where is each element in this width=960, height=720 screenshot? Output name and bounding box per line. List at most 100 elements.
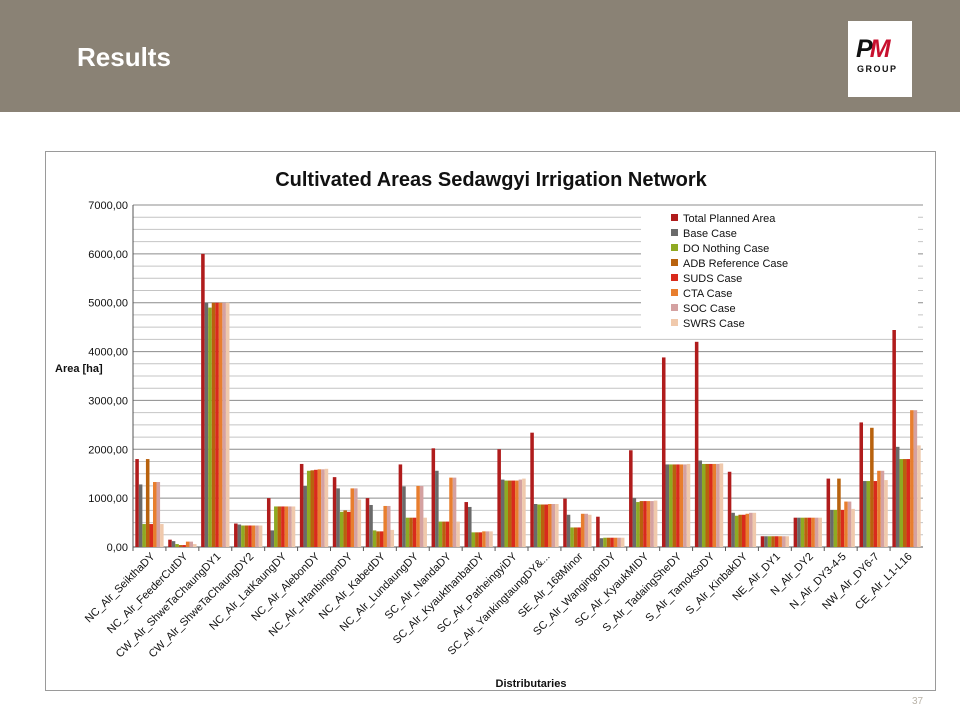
- bar: [142, 524, 146, 547]
- bar: [464, 502, 469, 547]
- bar: [661, 357, 666, 547]
- legend-label: DO Nothing Case: [683, 243, 769, 255]
- bar: [606, 537, 611, 547]
- bar: [339, 511, 344, 547]
- bar: [913, 410, 918, 547]
- legend-swatch: [671, 244, 678, 251]
- bar: [354, 488, 358, 547]
- bar: [310, 470, 315, 547]
- bar: [811, 517, 815, 547]
- chart-frame: Cultivated Areas Sedawgyi Irrigation Net…: [45, 151, 936, 691]
- bar: [475, 532, 479, 547]
- bar: [587, 514, 592, 547]
- bar: [906, 459, 911, 547]
- bar: [504, 480, 509, 547]
- bar: [617, 537, 621, 547]
- bar: [291, 506, 296, 547]
- bar: [452, 477, 457, 547]
- bar: [201, 253, 205, 547]
- bar: [222, 302, 226, 547]
- bar: [596, 516, 600, 547]
- bar: [449, 477, 453, 547]
- bar: [175, 544, 179, 547]
- bar: [442, 521, 446, 547]
- bar: [423, 517, 427, 547]
- bar: [636, 502, 640, 547]
- bar: [244, 525, 249, 547]
- bar: [306, 470, 311, 547]
- bar: [807, 517, 812, 547]
- bar: [152, 482, 157, 547]
- page-number: 37: [912, 696, 924, 707]
- bar: [478, 532, 483, 547]
- bar: [859, 422, 864, 547]
- bar: [215, 302, 219, 547]
- bar: [639, 501, 644, 547]
- bar: [833, 509, 838, 547]
- bar: [248, 525, 252, 547]
- bar: [830, 509, 834, 547]
- bar: [255, 525, 259, 547]
- bar: [182, 545, 186, 547]
- bar: [468, 506, 472, 547]
- bar: [580, 513, 585, 547]
- bar: [826, 478, 831, 547]
- bars: [135, 253, 921, 547]
- bar: [456, 521, 460, 547]
- legend-label: CTA Case: [683, 288, 732, 300]
- bar: [785, 536, 790, 547]
- bar: [383, 505, 387, 547]
- bar: [840, 509, 845, 547]
- bar: [522, 478, 526, 547]
- bar: [895, 446, 900, 547]
- bar: [610, 537, 614, 547]
- bar: [917, 445, 921, 547]
- bar: [419, 485, 424, 547]
- bar: [814, 517, 819, 547]
- bar: [438, 521, 443, 547]
- bar: [672, 464, 677, 547]
- bar: [669, 464, 673, 547]
- bar: [752, 512, 757, 547]
- bar: [277, 506, 282, 547]
- bar: [317, 469, 322, 547]
- bar: [398, 464, 403, 547]
- bar: [500, 479, 505, 547]
- x-tick-label: NW_Alr_DY6-7: [820, 551, 882, 613]
- bar: [303, 485, 307, 547]
- bar: [497, 449, 501, 547]
- legend-swatch: [671, 229, 678, 236]
- bar: [797, 517, 801, 547]
- bar: [171, 541, 176, 547]
- bar: [665, 464, 670, 547]
- bar: [734, 515, 739, 547]
- bar: [178, 545, 183, 547]
- bar: [274, 506, 278, 547]
- bar: [727, 471, 732, 547]
- legend-label: SOC Case: [683, 303, 736, 315]
- bar: [350, 488, 355, 547]
- bar: [709, 463, 713, 547]
- bar: [324, 468, 329, 547]
- legend-swatch: [671, 259, 678, 266]
- bar: [390, 529, 395, 547]
- bar: [818, 517, 822, 547]
- bar: [686, 463, 691, 547]
- bar: [880, 470, 885, 547]
- legend-label: SUDS Case: [683, 273, 742, 285]
- legend-swatch: [671, 304, 678, 311]
- bar: [566, 514, 571, 547]
- bar: [511, 480, 516, 547]
- bar: [540, 504, 545, 547]
- legend: Total Planned Area Base Case DO Nothing Ca…: [641, 208, 918, 330]
- bar: [237, 524, 242, 547]
- bar: [409, 517, 413, 547]
- bar: [650, 501, 654, 547]
- bar: [771, 536, 775, 547]
- bar: [357, 499, 362, 547]
- bar: [379, 531, 384, 547]
- bar: [537, 504, 541, 547]
- bar: [332, 477, 337, 547]
- bar: [192, 544, 197, 547]
- bar: [241, 525, 245, 547]
